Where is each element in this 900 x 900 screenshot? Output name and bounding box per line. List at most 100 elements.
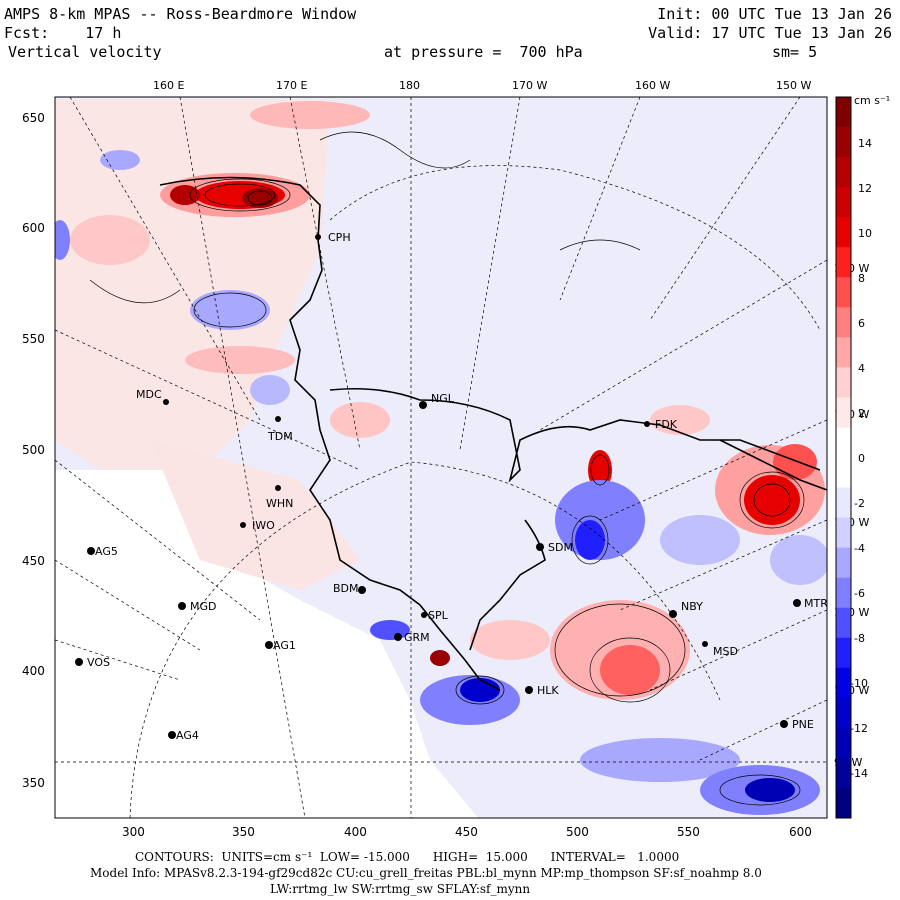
contour-info: CONTOURS: UNITS=cm s⁻¹ LOW= -15.000 HIGH… <box>135 850 680 864</box>
colorbar-swatch <box>836 187 851 218</box>
colorbar-units: cm s⁻¹ <box>854 94 890 107</box>
cbar-label-4: 4 <box>858 362 865 375</box>
x-tick-400: 400 <box>344 825 367 839</box>
x-axis: 300 350 400 450 500 550 600 <box>122 825 812 839</box>
colorbar-swatch <box>836 787 851 819</box>
forecast-hour: Fcst: 17 h <box>4 24 122 42</box>
station-dot-ag4 <box>168 731 176 739</box>
station-spl: SPL <box>428 609 449 622</box>
weak-upward-region-2 <box>150 440 360 590</box>
station-ag1: AG1 <box>273 639 296 652</box>
station-dot-bdm <box>358 586 366 594</box>
station-tdm: TDM <box>267 430 293 443</box>
colorbar-swatch <box>836 607 851 639</box>
station-ag5: AG5 <box>95 545 118 558</box>
station-dot-pne <box>780 720 788 728</box>
station-bdm: BDM <box>333 582 359 595</box>
model-info: Model Info: MPASv8.2.3-194-gf29cd82c CU:… <box>90 866 762 880</box>
colorbar-swatch <box>836 487 851 519</box>
map-title: AMPS 8-km MPAS -- Ross-Beardmore Window <box>4 5 357 23</box>
station-ngl: NGL <box>431 392 455 405</box>
cbar-label-14: 14 <box>858 137 872 150</box>
init-time: Init: 00 UTC Tue 13 Jan 26 <box>657 5 892 23</box>
station-dot-ag1 <box>265 641 273 649</box>
colorbar-swatch <box>836 337 851 368</box>
station-grm: GRM <box>404 631 430 644</box>
station-dot-ngl <box>419 401 427 409</box>
station-dot-mtr <box>793 599 801 607</box>
colorbar-swatch <box>836 277 851 308</box>
graticule <box>55 97 827 818</box>
colorbar-swatch <box>836 97 851 128</box>
colorbar-swatch <box>836 367 851 398</box>
x-tick-350: 350 <box>232 825 255 839</box>
station-cph: CPH <box>328 231 351 244</box>
contours <box>89 131 805 806</box>
y-tick-650: 650 <box>22 111 45 125</box>
stations: CPH MDC TDM NGL WHN IWO AG5 SDM BDM MGD … <box>75 231 827 742</box>
colorbar-swatch <box>836 127 851 158</box>
cbar-label-neg10: -10 <box>850 677 868 690</box>
colorbar-swatch <box>836 457 851 489</box>
station-dot-fdk <box>644 421 650 427</box>
y-axis: 650 600 550 500 450 400 350 <box>22 111 45 790</box>
coastline <box>159 176 827 691</box>
colorbar-labels: 14 12 10 8 6 4 2 0 -2 -4 -6 -8 -10 -12 -… <box>850 137 872 780</box>
station-vos: VOS <box>87 656 110 669</box>
cbar-label-6: 6 <box>858 317 865 330</box>
model-info-2: LW:rrtmg_lw SW:rrtmg_sw SFLAY:sf_mynn <box>270 882 531 896</box>
lon-160e: 160 E <box>153 79 184 92</box>
colorbar-swatch <box>836 757 851 789</box>
cbar-label-neg8: -8 <box>854 632 865 645</box>
cbar-label-0: 0 <box>858 452 865 465</box>
upward-motion-cores <box>70 101 825 700</box>
x-tick-300: 300 <box>122 825 145 839</box>
x-tick-550: 550 <box>677 825 700 839</box>
station-pne: PNE <box>792 718 814 731</box>
plot-frame <box>54 96 828 819</box>
pressure-level: at pressure = 700 hPa <box>384 43 583 61</box>
station-dot-mdc <box>163 399 169 405</box>
colorbar-swatch <box>836 517 851 549</box>
station-dot-tdm <box>275 416 281 422</box>
lon-180: 180 <box>399 79 420 92</box>
smoothing-value: sm= 5 <box>772 43 818 61</box>
y-tick-400: 400 <box>22 664 45 678</box>
field-name: Vertical velocity <box>8 43 162 61</box>
lon-160w: 160 W <box>635 79 670 92</box>
station-dot-nby <box>669 610 677 618</box>
colorbar-swatch <box>836 397 851 428</box>
station-fdk: FDK <box>655 418 678 431</box>
station-hlk: HLK <box>537 684 559 697</box>
y-tick-350: 350 <box>22 776 45 790</box>
colorbar-swatch <box>836 697 851 729</box>
cbar-label-2: 2 <box>858 407 865 420</box>
cbar-label-neg12: -12 <box>850 722 868 735</box>
station-mgd: MGD <box>190 600 217 613</box>
cbar-label-neg2: -2 <box>854 497 865 510</box>
colorbar-swatch <box>836 217 851 248</box>
lon-170w: 170 W <box>512 79 547 92</box>
station-iwo: IWO <box>252 519 275 532</box>
cbar-label-10: 10 <box>858 227 872 240</box>
x-tick-500: 500 <box>566 825 589 839</box>
x-tick-600: 600 <box>789 825 812 839</box>
x-tick-450: 450 <box>455 825 478 839</box>
station-dot-vos <box>75 658 83 666</box>
colorbar-swatch <box>836 637 851 669</box>
station-ag4: AG4 <box>176 729 199 742</box>
y-tick-600: 600 <box>22 221 45 235</box>
station-nby: NBY <box>681 600 703 613</box>
field-area: CPH MDC TDM NGL WHN IWO AG5 SDM BDM MGD … <box>55 97 827 818</box>
y-tick-500: 500 <box>22 443 45 457</box>
colorbar-swatch <box>836 247 851 278</box>
lon-170e: 170 E <box>276 79 307 92</box>
station-sdm: SDM <box>548 541 573 554</box>
colorbar-swatch <box>836 547 851 579</box>
station-dot-iwo <box>240 522 246 528</box>
valid-time: Valid: 17 UTC Tue 13 Jan 26 <box>648 24 892 42</box>
colorbar-swatch <box>836 727 851 759</box>
station-dot-whn <box>275 485 281 491</box>
colorbar-swatch <box>836 157 851 188</box>
